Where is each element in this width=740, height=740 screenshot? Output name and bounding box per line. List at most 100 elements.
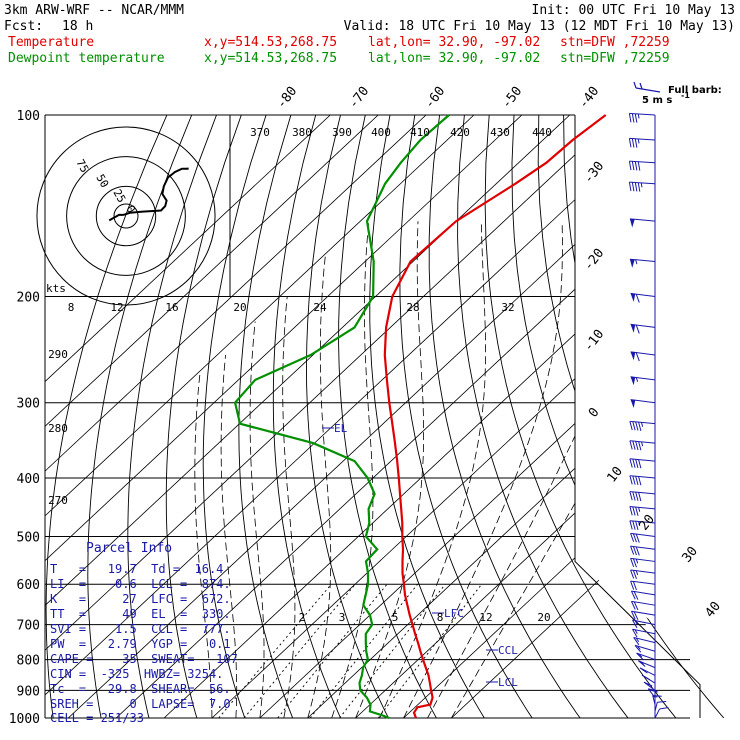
dry-adiabat — [612, 115, 740, 718]
legend-dewpoint: Dewpoint temperature — [8, 51, 165, 66]
legend-barb-icon — [635, 87, 661, 93]
wind-barb-feather — [635, 441, 639, 451]
hodo-ring — [66, 156, 186, 276]
wind-barb-feather — [637, 182, 641, 192]
legend-dewpoint-xy: x,y=514.53,268.75 — [204, 51, 337, 66]
parcel-row: K = 27 LFC = 672. — [50, 592, 231, 606]
model-title: 3km ARW-WRF -- NCAR/MMM — [4, 3, 184, 18]
wind-barb-feather — [648, 689, 658, 693]
wind-barb-feather — [638, 441, 642, 451]
wind-barb-feather — [631, 182, 635, 192]
wind-barb-staff — [633, 636, 656, 644]
wind-barb — [634, 644, 656, 653]
dry-adiabat — [587, 115, 740, 718]
wind-barb-feather — [633, 637, 640, 646]
isotherm — [451, 115, 740, 718]
dry-adiabat — [687, 115, 740, 718]
wind-barb-feather — [632, 558, 637, 568]
dry-adiabat — [127, 115, 217, 718]
wind-barb-staff — [630, 569, 656, 574]
wind-barb — [630, 580, 656, 591]
wind-barb-feather — [632, 581, 637, 591]
isotherm-label: 30 — [680, 544, 701, 566]
wind-barbs — [628, 112, 669, 719]
mixing-ratio-label-top: 8 — [68, 301, 75, 314]
hodo-ring — [36, 126, 216, 306]
valid-time: Valid: 18 UTC Fri 10 May 13 (12 MDT Fri … — [344, 19, 735, 34]
dry-adiabat — [272, 115, 342, 718]
legend-temperature-stn: stn=DFW ,72259 — [560, 35, 670, 50]
wind-barb-feather — [635, 293, 640, 303]
wind-barb-half-feather — [638, 653, 643, 658]
wind-barb-feather — [629, 440, 633, 450]
wind-barb-feather — [632, 619, 638, 629]
wind-barb-feather — [630, 601, 636, 610]
wind-barb-feather — [632, 533, 637, 543]
isotherm-label: 0 — [586, 405, 603, 420]
wind-barb-feather — [635, 459, 639, 469]
level-marker-label: EL — [334, 422, 348, 435]
wind-barb-feather — [635, 476, 639, 486]
wind-barb-feather — [635, 506, 639, 516]
wind-barb-staff — [631, 600, 656, 606]
wind-barb — [641, 674, 656, 684]
pressure-tick-label: 700 — [17, 619, 40, 634]
parcel-row: T = 19.7 Td = 16.4 — [50, 562, 223, 576]
pressure-tick-label: 200 — [17, 291, 40, 306]
theta-label: 370 — [250, 126, 270, 139]
wind-barb — [654, 706, 669, 719]
dry-adiabat — [338, 115, 437, 718]
wind-barb-half-feather — [636, 645, 641, 650]
barb-legend-exp: -1 — [681, 91, 690, 100]
level-marker-label: CCL — [498, 644, 518, 657]
wind-barb-half-feather — [640, 422, 644, 427]
moist-adiabat — [220, 354, 238, 718]
wind-barb-staff — [630, 580, 656, 585]
theta-label: 390 — [332, 126, 352, 139]
wind-barb-flag — [630, 351, 636, 361]
wind-barb-half-feather — [637, 113, 640, 119]
wind-barb — [629, 440, 656, 451]
pressure-tick-label: 300 — [17, 397, 40, 412]
pressure-tick-label: 600 — [17, 578, 40, 593]
wind-barb-feather — [632, 628, 638, 638]
dry-adiabat — [563, 115, 740, 718]
theta-label: 410 — [410, 126, 430, 139]
wind-barb — [630, 323, 656, 334]
hodo-ring — [113, 203, 139, 229]
theta-label: 420 — [450, 126, 470, 139]
parcel-row: LI = -0.6 LCL = 874. — [50, 577, 231, 591]
wind-barb — [630, 376, 656, 386]
dry-adiabat — [511, 115, 725, 718]
wind-barb-feather — [657, 701, 667, 703]
wind-barb-staff — [654, 708, 660, 719]
wind-barb-staff — [629, 491, 656, 495]
wind-barb-feather — [630, 558, 635, 567]
wind-barb — [630, 590, 656, 600]
wind-barb-feather — [648, 688, 658, 692]
dry-adiabat — [369, 115, 485, 718]
wind-barb-feather — [635, 352, 640, 362]
theta-left-label: 270 — [48, 494, 68, 507]
wind-barb — [629, 475, 656, 486]
right-boundary — [574, 115, 701, 718]
sounding-series: EL LFC CCL LCL — [233, 114, 607, 720]
barb-legend-line2: 5 m s — [642, 95, 672, 106]
wind-barb-feather — [628, 182, 632, 192]
forecast-label: Fcst: — [4, 19, 43, 34]
theta-label: 380 — [292, 126, 312, 139]
wind-barb-half-feather — [638, 521, 641, 526]
wind-barb-staff — [634, 644, 656, 652]
isotherm-label: -70 — [346, 84, 372, 112]
pressure-tick-label: 500 — [17, 530, 40, 545]
wind-barb-feather — [630, 545, 635, 555]
wind-barb — [630, 292, 656, 303]
pressure-tick-label: 800 — [17, 654, 40, 669]
wind-barb-feather — [633, 601, 639, 611]
wind-barb-staff — [629, 160, 656, 164]
wind-barb-half-feather — [635, 259, 638, 265]
wind-barb-feather — [632, 546, 637, 556]
wind-barb — [630, 610, 656, 621]
wind-barb-feather — [631, 113, 635, 123]
